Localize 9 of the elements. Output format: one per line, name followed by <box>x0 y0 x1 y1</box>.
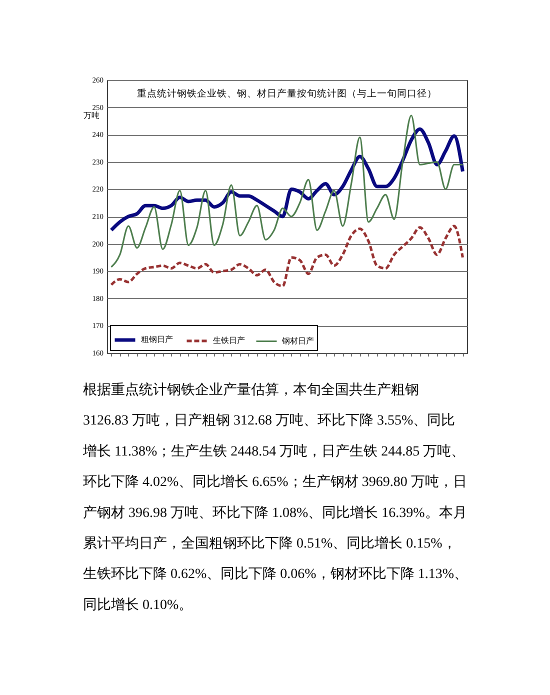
legend-label: 粗钢日产 <box>141 335 173 344</box>
legend-label: 钢材日产 <box>281 336 314 346</box>
line-series <box>110 114 464 268</box>
legend-label: 生铁日产 <box>213 336 245 345</box>
line-series <box>110 224 464 288</box>
text: 根据重点统计钢铁企业产量估算，本旬全国共生产粗钢 3126.83 万吨，日产粗钢 312.68 万吨、环比下降 3.55%、同比增长 11.38%；生产生铁 2448.54 万吨，日产生铁 244.85 万吨、环比下降 4.02%、同比增长 6.65%；生产钢材 3969.80 万吨，日产钢材 396.98 万吨、环比下降 1.08%、同比增长 16.39%。本月累计平均日产，全国粗钢环比下降 0.51%、同比增长 0.15%，生铁环比下降 0.62%、同比下降 0.06%，钢材环比下降 1.13%、同比增长 0.10%。 <box>82 382 468 613</box>
y-axis-title: 万吨 <box>84 110 100 120</box>
text: 重点统计钢铁企业铁、钢、材日产量按旬统计图（与上一旬同口径） <box>137 88 437 100</box>
line-series <box>110 127 464 232</box>
